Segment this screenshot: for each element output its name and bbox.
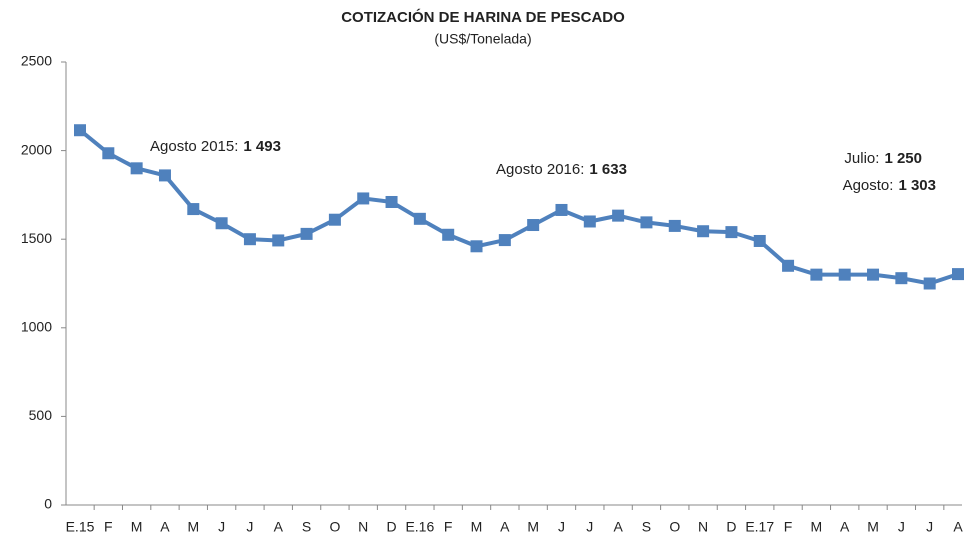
marker	[74, 124, 86, 137]
annotation-label: Agosto:	[843, 177, 894, 194]
x-tick-label: M	[811, 519, 823, 535]
x-tick-label: A	[840, 519, 850, 535]
x-tick-label: J	[926, 519, 933, 535]
annotation-value: 1 493	[243, 138, 281, 155]
annotation-value: 1 303	[898, 177, 936, 194]
marker	[725, 226, 738, 239]
marker	[413, 212, 426, 225]
x-tick-label: F	[104, 519, 113, 535]
marker	[470, 240, 483, 253]
x-tick-label: A	[953, 519, 963, 535]
marker	[385, 195, 398, 208]
marker	[158, 169, 171, 182]
x-tick-label: J	[558, 519, 565, 535]
x-tick-label: J	[218, 519, 225, 535]
x-tick-label: A	[500, 519, 510, 535]
marker	[102, 147, 115, 160]
x-tick-label: M	[187, 519, 199, 535]
marker	[215, 217, 228, 230]
marker	[867, 268, 880, 281]
x-tick-label: F	[444, 519, 453, 535]
x-tick-label: J	[898, 519, 905, 535]
marker	[697, 225, 710, 238]
marker	[527, 219, 540, 232]
x-tick-label: F	[784, 519, 793, 535]
annotation: Julio: 1 250	[844, 150, 922, 167]
annotation-label: Agosto 2015:	[150, 138, 238, 155]
x-tick-label: O	[329, 519, 340, 535]
x-tick-label: E.15	[66, 519, 95, 535]
y-tick-label: 0	[44, 496, 52, 512]
marker	[810, 268, 823, 281]
x-tick-label: O	[669, 519, 680, 535]
x-tick-label: M	[527, 519, 539, 535]
x-tick-label: A	[274, 519, 284, 535]
marker	[782, 259, 795, 272]
annotation: Agosto 2015: 1 493	[150, 138, 281, 155]
marker	[130, 162, 143, 175]
x-tick-label: M	[131, 519, 143, 535]
x-tick-label: M	[867, 519, 879, 535]
marker	[583, 215, 596, 228]
marker	[753, 234, 766, 247]
marker	[300, 227, 313, 240]
chart-title: COTIZACIÓN DE HARINA DE PESCADO	[341, 8, 625, 26]
chart-subtitle: (US$/Tonelada)	[434, 31, 531, 47]
annotation-label: Agosto 2016:	[496, 161, 584, 178]
x-tick-label: N	[358, 519, 368, 535]
marker	[612, 209, 625, 222]
x-tick-label: E.17	[745, 519, 774, 535]
y-tick-label: 500	[29, 407, 53, 423]
annotation: Agosto 2016: 1 633	[496, 161, 627, 178]
x-tick-label: S	[302, 519, 311, 535]
marker	[272, 234, 285, 247]
marker	[923, 277, 936, 290]
marker	[838, 268, 851, 281]
x-tick-label: J	[246, 519, 253, 535]
marker	[187, 203, 200, 216]
marker	[640, 216, 653, 229]
x-tick-label: A	[160, 519, 170, 535]
marker	[442, 228, 455, 241]
annotation-label: Julio:	[844, 150, 879, 167]
x-tick-label: J	[586, 519, 593, 535]
x-tick-label: N	[698, 519, 708, 535]
marker	[243, 233, 256, 246]
x-tick-label: D	[386, 519, 396, 535]
marker	[498, 234, 511, 247]
x-tick-label: D	[726, 519, 736, 535]
annotation-value: 1 633	[589, 161, 627, 178]
marker	[668, 219, 681, 232]
marker	[555, 203, 568, 216]
y-tick-label: 2000	[21, 141, 52, 157]
marker	[328, 213, 341, 226]
annotation: Agosto: 1 303	[843, 177, 936, 194]
annotation-value: 1 250	[884, 150, 922, 167]
x-tick-label: E.16	[405, 519, 434, 535]
marker	[357, 192, 370, 205]
y-tick-label: 2500	[21, 53, 52, 69]
marker	[895, 272, 908, 285]
x-tick-label: S	[642, 519, 651, 535]
x-tick-label: M	[471, 519, 483, 535]
y-tick-label: 1500	[21, 230, 52, 246]
x-tick-label: A	[613, 519, 623, 535]
marker	[952, 268, 964, 281]
y-tick-label: 1000	[21, 319, 52, 335]
